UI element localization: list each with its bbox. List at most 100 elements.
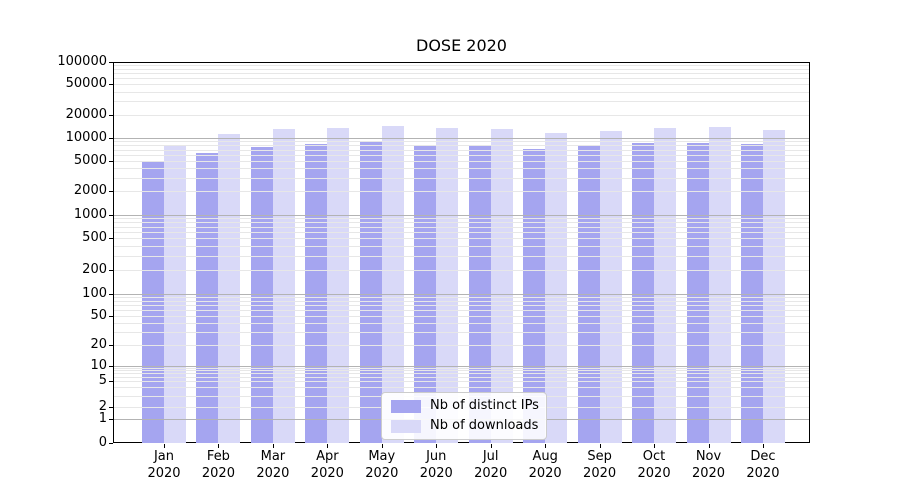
minor-gridline-50 <box>114 315 809 317</box>
y-tick-100 <box>109 293 113 295</box>
legend-row-downloads: Nb of downloads <box>391 418 539 433</box>
minor-gridline-70000 <box>114 73 809 75</box>
x-tick-dec <box>762 444 764 448</box>
major-gridline-10 <box>114 365 809 367</box>
minor-gridline-80000 <box>114 68 809 70</box>
legend-swatch-distinct-ips <box>391 399 421 413</box>
minor-gridline-500 <box>114 238 809 239</box>
minor-gridline-50000 <box>114 84 809 85</box>
x-tick-mar <box>272 444 274 448</box>
y-tick-label-500: 500 <box>82 230 107 245</box>
x-tick-feb <box>218 444 220 448</box>
x-tick-oct <box>654 444 656 448</box>
y-tick-500 <box>109 238 113 239</box>
minor-gridline-60 <box>114 309 809 311</box>
bar-distinct-ips-feb <box>196 152 219 443</box>
bar-downloads-oct <box>654 127 677 443</box>
minor-gridline-8 <box>114 370 809 372</box>
x-tick-nov <box>708 444 710 448</box>
x-tick-sep <box>599 444 601 448</box>
minor-gridline-90000 <box>114 64 809 66</box>
minor-gridline-9 <box>114 367 809 369</box>
y-tick-label-20: 20 <box>90 337 107 352</box>
x-tick-label-oct: Oct 2020 <box>637 449 671 481</box>
y-tick-label-0: 0 <box>98 435 107 451</box>
minor-gridline-700 <box>114 226 809 228</box>
minor-gridline-80 <box>114 300 809 302</box>
x-tick-jul <box>490 444 492 448</box>
bar-downloads-may <box>381 125 404 443</box>
bar-downloads-jul <box>490 128 513 443</box>
minor-gridline-7000 <box>114 149 809 151</box>
minor-gridline-400 <box>114 245 809 247</box>
y-tick-10 <box>109 365 113 367</box>
major-gridline-100 <box>114 293 809 295</box>
minor-gridline-30 <box>114 331 809 333</box>
minor-gridline-900 <box>114 218 809 220</box>
x-tick-label-sep: Sep 2020 <box>583 449 617 481</box>
y-tick-label-200: 200 <box>82 262 107 277</box>
y-tick-label-2000: 2000 <box>73 183 107 198</box>
x-tick-label-jun: Jun 2020 <box>419 449 453 481</box>
y-tick-1 <box>109 418 113 420</box>
y-tick-100000 <box>109 61 113 63</box>
bar-downloads-nov <box>708 127 731 443</box>
x-tick-aug <box>545 444 547 448</box>
y-tick-label-10: 10 <box>90 357 107 373</box>
x-tick-label-aug: Aug 2020 <box>528 449 562 481</box>
x-tick-may <box>381 444 383 448</box>
minor-gridline-800 <box>114 222 809 224</box>
minor-gridline-2000 <box>114 191 809 192</box>
chart-title: DOSE 2020 <box>416 36 507 55</box>
x-tick-label-may: May 2020 <box>365 449 399 481</box>
y-tick-200 <box>109 270 113 271</box>
x-tick-label-apr: Apr 2020 <box>310 449 344 481</box>
y-tick-2000 <box>109 191 113 192</box>
minor-gridline-7 <box>114 373 809 375</box>
x-tick-label-jan: Jan 2020 <box>147 449 181 481</box>
bar-downloads-apr <box>327 127 350 443</box>
minor-gridline-20000 <box>114 115 809 116</box>
y-tick-5 <box>109 380 113 382</box>
minor-gridline-40 <box>114 322 809 324</box>
major-gridline-1000 <box>114 214 809 216</box>
y-tick-50 <box>109 315 113 317</box>
minor-gridline-3000 <box>114 177 809 179</box>
minor-gridline-70 <box>114 304 809 306</box>
legend-row-distinct-ips: Nb of distinct IPs <box>391 398 539 413</box>
bar-downloads-jun <box>436 128 459 443</box>
minor-gridline-4 <box>114 387 809 389</box>
y-tick-20000 <box>109 115 113 116</box>
bar-distinct-ips-jan <box>142 161 164 443</box>
y-tick-5000 <box>109 161 113 162</box>
legend-label-distinct-ips: Nb of distinct IPs <box>430 398 539 413</box>
y-tick-1000 <box>109 214 113 216</box>
bar-downloads-mar <box>272 129 295 443</box>
minor-gridline-60000 <box>114 78 809 80</box>
y-tick-label-100: 100 <box>82 285 107 301</box>
minor-gridline-90 <box>114 296 809 298</box>
legend-swatch-downloads <box>391 419 421 433</box>
legend-label-downloads: Nb of downloads <box>430 418 539 433</box>
minor-gridline-4000 <box>114 168 809 170</box>
minor-gridline-200 <box>114 270 809 271</box>
major-gridline-10000 <box>114 138 809 139</box>
minor-gridline-8000 <box>114 145 809 147</box>
x-tick-label-mar: Mar 2020 <box>256 449 290 481</box>
minor-gridline-20 <box>114 345 809 346</box>
y-tick-label-50: 50 <box>90 307 107 323</box>
x-tick-label-feb: Feb 2020 <box>201 449 235 481</box>
legend: Nb of distinct IPs Nb of downloads <box>381 392 547 440</box>
y-tick-label-1: 1 <box>98 410 107 426</box>
x-tick-label-nov: Nov 2020 <box>691 449 726 481</box>
bar-downloads-dec <box>762 129 785 443</box>
minor-gridline-5 <box>114 380 809 382</box>
bar-downloads-sep <box>599 131 622 443</box>
minor-gridline-6000 <box>114 154 809 156</box>
minor-gridline-5000 <box>114 161 809 162</box>
x-tick-apr <box>327 444 329 448</box>
y-tick-50000 <box>109 84 113 85</box>
bar-downloads-feb <box>218 133 241 443</box>
x-tick-jan <box>164 444 165 448</box>
